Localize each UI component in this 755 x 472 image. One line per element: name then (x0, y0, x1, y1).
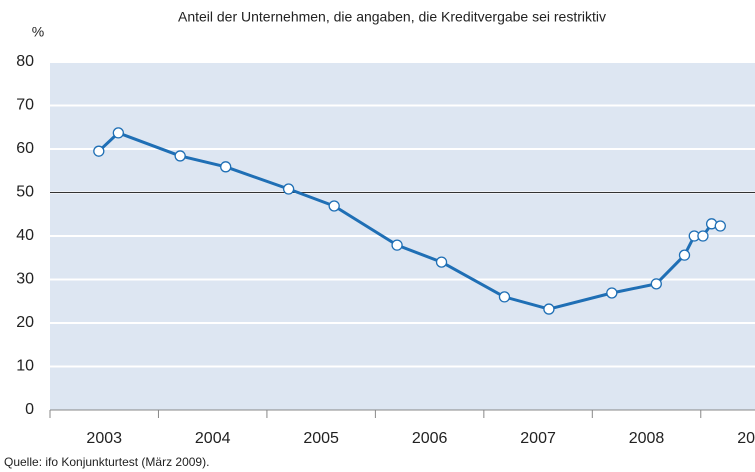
y-tick-label: 60 (16, 140, 34, 157)
x-tick-label: 2005 (303, 430, 339, 447)
data-point (606, 287, 618, 299)
y-tick-label: 10 (16, 358, 34, 375)
chart-title: Anteil der Unternehmen, die angaben, die… (178, 9, 606, 25)
data-point (282, 183, 295, 195)
data-point (220, 161, 232, 173)
data-point (543, 303, 555, 315)
data-point (678, 249, 691, 261)
y-tick-label: 50 (16, 184, 34, 201)
data-point (174, 150, 186, 162)
y-tick-label: 70 (16, 97, 34, 114)
data-point (391, 239, 403, 251)
data-point (697, 230, 709, 242)
y-tick-label: 0 (25, 401, 34, 418)
x-tick-label: 2006 (412, 430, 448, 447)
source: Quelle: ifo Konjunkturtest (März 2009). (4, 455, 209, 469)
data-point (714, 220, 726, 232)
data-point (435, 256, 448, 268)
data-point (328, 200, 340, 212)
y-tick-label: 80 (16, 53, 34, 70)
x-tick-label: 2007 (520, 430, 556, 447)
y-tick-label: 20 (16, 314, 34, 331)
y-tick-label: 40 (16, 227, 34, 244)
data-point (650, 278, 662, 290)
data-point (498, 291, 511, 303)
data-point (93, 145, 105, 157)
x-tick-label: 2003 (86, 430, 122, 447)
y-axis-label: % (32, 24, 44, 40)
x-tick-label: 2008 (629, 430, 665, 447)
x-tick-label: 2004 (195, 430, 231, 447)
y-tick-label: 30 (16, 271, 34, 288)
x-tick-label: 2009 (737, 430, 755, 447)
data-point (112, 127, 124, 139)
